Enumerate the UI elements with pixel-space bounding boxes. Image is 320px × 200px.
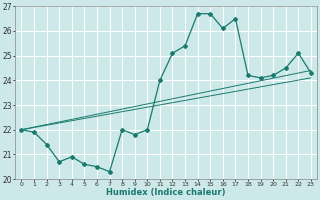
X-axis label: Humidex (Indice chaleur): Humidex (Indice chaleur) [107, 188, 226, 197]
